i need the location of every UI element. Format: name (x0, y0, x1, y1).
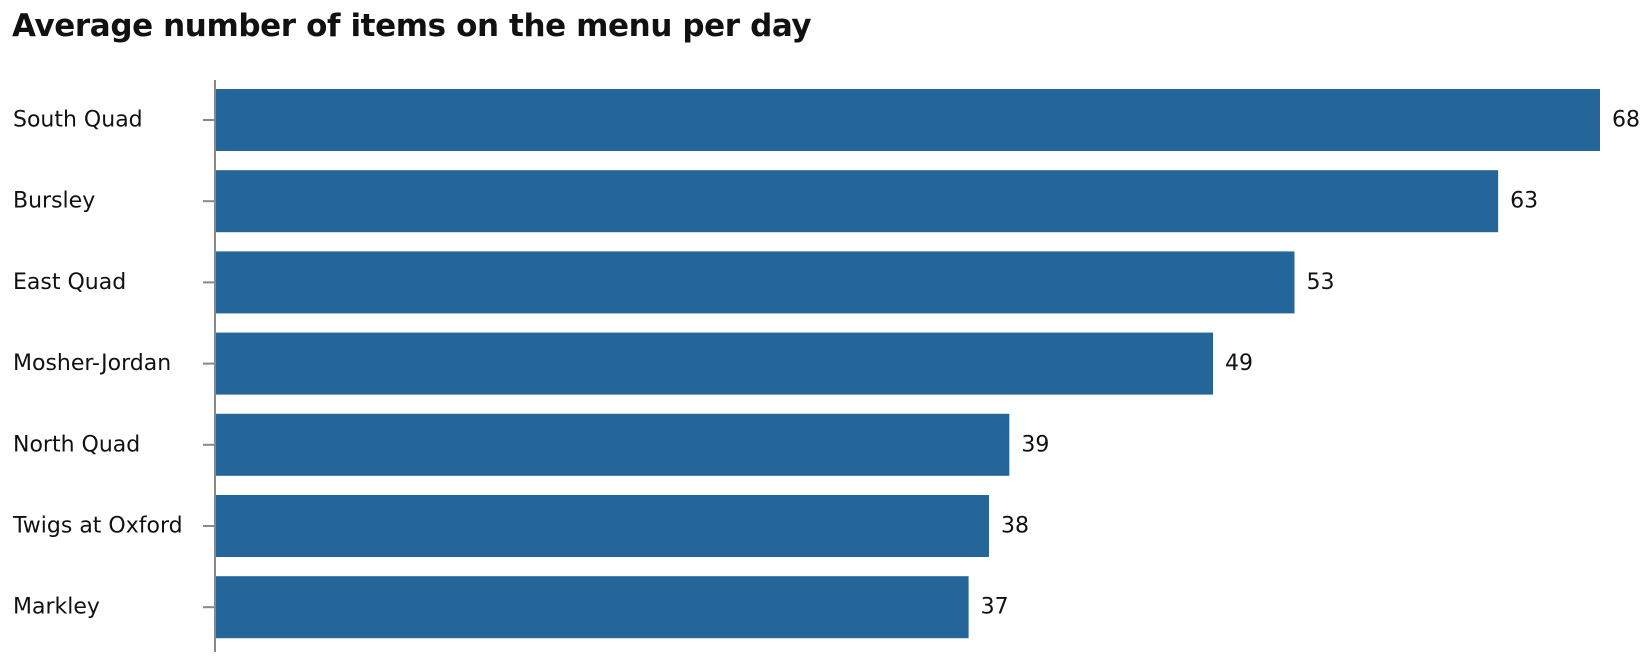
value-label: 39 (1021, 432, 1049, 457)
bar (215, 495, 989, 557)
category-label: Markley (13, 595, 100, 620)
category-label: Bursley (13, 189, 95, 214)
value-labels: 68 63 53 49 39 38 37 (981, 108, 1640, 620)
chart-title: Average number of items on the menu per … (12, 8, 812, 44)
bar (215, 89, 1600, 151)
bar (215, 332, 1214, 395)
bar (215, 251, 1295, 314)
value-label: 49 (1225, 351, 1253, 376)
value-label: 63 (1510, 189, 1538, 214)
category-label: South Quad (13, 108, 143, 133)
value-label: 68 (1612, 108, 1640, 133)
value-label: 38 (1001, 514, 1029, 539)
y-axis (203, 80, 216, 652)
category-label: Mosher-Jordan (13, 351, 171, 376)
bars-layer (215, 89, 1600, 639)
bar (215, 413, 1010, 476)
category-label: Twigs at Oxford (12, 514, 183, 539)
bar (215, 576, 969, 639)
bar (215, 170, 1499, 233)
category-label: East Quad (13, 270, 126, 295)
value-label: 37 (981, 595, 1009, 620)
category-label: North Quad (13, 432, 140, 457)
value-label: 53 (1306, 270, 1334, 295)
category-labels: South Quad Bursley East Quad Mosher-Jordan N… (12, 108, 183, 620)
